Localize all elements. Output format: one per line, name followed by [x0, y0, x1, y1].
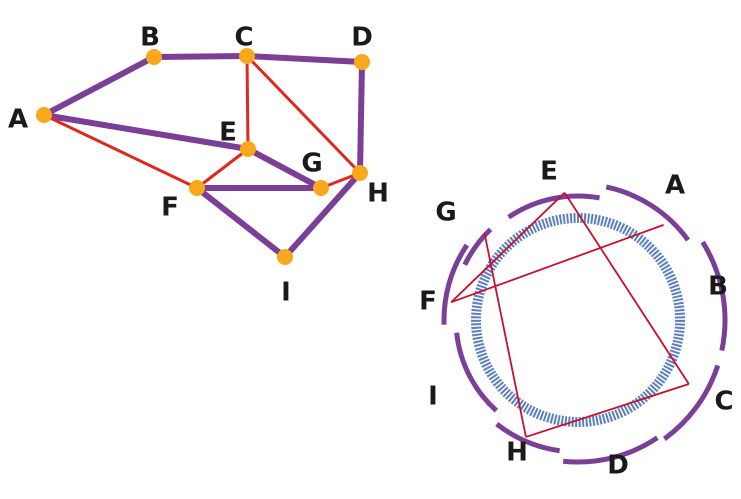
node-B	[146, 49, 162, 65]
arc-label-F: F	[419, 287, 437, 317]
arc-H	[495, 422, 560, 454]
edge-A-F	[42, 113, 199, 190]
node-label-H: H	[367, 179, 389, 209]
node-A	[36, 107, 52, 123]
outer-arcs	[441, 184, 728, 465]
arc-label-A: A	[665, 171, 685, 201]
arc-B	[700, 240, 728, 352]
chord-G-H	[483, 232, 527, 438]
node-label-F: F	[161, 193, 179, 223]
node-label-G: G	[301, 149, 322, 179]
circle-embedding: E A B C D H I F G	[419, 157, 733, 481]
node-label-D: D	[351, 23, 373, 53]
graph-nodes	[36, 48, 370, 265]
node-F	[189, 180, 205, 196]
edge-C-D	[244, 53, 365, 65]
inner-blue-ring	[471, 213, 685, 427]
edge-E-G	[245, 146, 324, 191]
edge-I-H	[282, 170, 363, 260]
node-label-E: E	[219, 118, 237, 148]
edge-A-B	[41, 54, 157, 118]
node-I	[277, 249, 293, 265]
arc-label-D: D	[607, 451, 629, 481]
node-C	[239, 48, 255, 64]
arc-label-E: E	[540, 157, 558, 187]
arc-label-I: I	[428, 382, 438, 412]
arc-F	[441, 243, 469, 325]
edge-A-E	[41, 112, 251, 152]
edge-F-I	[194, 185, 288, 260]
node-label-I: I	[281, 278, 291, 308]
edge-B-C	[151, 53, 250, 60]
chord-E-F	[450, 192, 566, 303]
arc-label-B: B	[708, 272, 728, 302]
edge-D-H	[357, 59, 365, 176]
node-label-C: C	[234, 23, 253, 53]
node-label-B: B	[140, 23, 160, 53]
node-D	[354, 54, 370, 70]
edge-C-H	[245, 54, 362, 175]
chord-C-H	[525, 383, 690, 438]
chord-C-E	[563, 192, 690, 385]
arc-G	[462, 227, 493, 266]
graph-node-labels: A B C D E F G H I	[8, 23, 389, 308]
arc-label-G: G	[435, 198, 456, 228]
chord-A-F	[450, 224, 664, 304]
planar-graph: A B C D E F G H I	[8, 23, 389, 308]
arc-A	[605, 184, 691, 242]
node-G	[313, 180, 329, 196]
arc-label-H: H	[506, 438, 528, 468]
node-label-A: A	[8, 105, 28, 135]
arc-label-C: C	[714, 387, 733, 417]
arc-C	[662, 364, 721, 441]
arc-I	[454, 332, 499, 413]
red-chords	[450, 192, 690, 438]
arc-labels: E A B C D H I F G	[419, 157, 733, 481]
arc-E	[507, 193, 600, 220]
arc-D	[562, 435, 659, 465]
edge-E-F	[195, 147, 250, 190]
edge-C-E	[245, 54, 250, 151]
node-E	[240, 141, 256, 157]
node-H	[352, 165, 368, 181]
